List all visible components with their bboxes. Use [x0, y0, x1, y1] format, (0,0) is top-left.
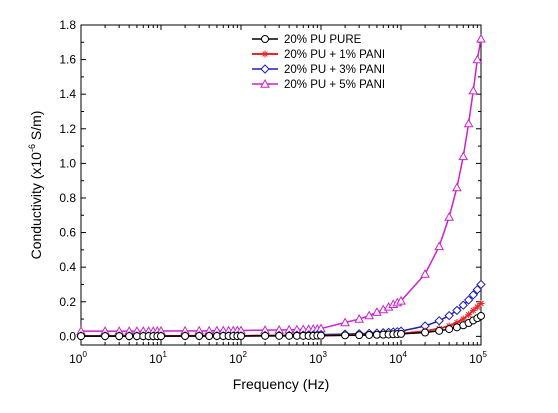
- data-point: [237, 332, 245, 341]
- y-tick-label: 1.0: [59, 156, 76, 170]
- y-tick-label: 0.0: [59, 329, 76, 343]
- data-point: [472, 54, 483, 64]
- data-point: [101, 332, 110, 341]
- data-point: [465, 311, 473, 319]
- data-point: [397, 329, 405, 338]
- x-tick-label: 101: [149, 350, 167, 366]
- data-point: [463, 295, 474, 305]
- x-tick-label: 105: [469, 350, 487, 366]
- data-point: [476, 33, 486, 43]
- data-point: [181, 332, 190, 341]
- y-tick-label: 0.8: [59, 191, 76, 205]
- data-point: [364, 310, 375, 320]
- legend-item: 20% PU + 5% PANI: [252, 78, 385, 91]
- data-point: [458, 300, 468, 310]
- data-point: [459, 315, 467, 323]
- y-tick-label: 1.8: [59, 18, 76, 32]
- legend-marker: [261, 35, 269, 43]
- data-point: [275, 331, 284, 340]
- y-tick-label: 0.2: [59, 295, 76, 309]
- data-point: [421, 328, 430, 337]
- data-point: [477, 299, 485, 307]
- x-tick-label: 102: [229, 350, 247, 366]
- legend-marker: [260, 78, 270, 88]
- data-point: [458, 151, 469, 161]
- data-point: [77, 332, 85, 341]
- data-point: [285, 331, 294, 340]
- legend-item: 20% PU + 1% PANI: [252, 49, 385, 61]
- legend-label: 20% PU + 1% PANI: [284, 49, 385, 61]
- axes-ticks: 0.0 0.2 0.4 0.6 0.8 1.0 1.2 1.4 1.6 1.8 100 101 102 1…: [59, 18, 487, 366]
- data-point: [452, 305, 462, 316]
- data-point: [434, 316, 444, 326]
- x-tick-label: 103: [309, 350, 327, 366]
- data-point: [157, 332, 165, 341]
- legend-label: 20% PU + 5% PANI: [284, 79, 385, 91]
- data-point: [317, 331, 325, 340]
- data-point: [463, 118, 474, 128]
- y-tick-label: 0.6: [59, 226, 76, 240]
- data-point: [472, 284, 483, 295]
- data-point: [340, 317, 350, 327]
- legend-marker: [261, 50, 269, 58]
- data-point: [452, 182, 462, 192]
- data-point: [205, 332, 214, 341]
- legend-marker: [260, 64, 270, 74]
- data-point: [468, 85, 479, 95]
- y-axis-title: Conductivity (x10-6 S/m): [27, 111, 44, 260]
- data-point: [473, 303, 481, 311]
- data-point: [355, 331, 364, 340]
- data-point: [469, 306, 477, 314]
- data-point: [444, 211, 455, 221]
- data-point: [444, 310, 454, 321]
- data-point: [420, 269, 430, 278]
- data-point: [396, 295, 406, 305]
- x-axis-title: Frequency (Hz): [233, 376, 329, 392]
- plot-frame: [80, 24, 482, 346]
- x-tick-label: 100: [69, 350, 87, 366]
- data-point: [341, 331, 350, 340]
- data-point: [434, 241, 445, 251]
- x-tick-label: 104: [389, 350, 407, 366]
- data-point: [365, 330, 374, 339]
- y-tick-label: 1.4: [59, 87, 76, 101]
- data-point: [125, 332, 134, 341]
- y-tick-label: 1.6: [59, 53, 76, 67]
- data-point: [115, 332, 124, 341]
- data-point: [445, 325, 454, 334]
- y-axis-title-exponent: -6: [27, 144, 37, 152]
- legend-item: 20% PU PURE: [252, 34, 362, 46]
- y-tick-label: 1.2: [59, 122, 76, 136]
- data-point: [372, 307, 382, 316]
- data-point: [195, 332, 204, 341]
- series-line: [81, 38, 482, 332]
- y-tick-label: 0.4: [59, 260, 76, 274]
- data-point: [453, 319, 461, 327]
- data-point: [468, 290, 478, 300]
- data-point: [354, 314, 365, 323]
- legend-label: 20% PU + 3% PANI: [284, 64, 385, 76]
- series-3: [76, 33, 486, 335]
- legend-item: 20% PU + 3% PANI: [252, 64, 385, 76]
- legend-label: 20% PU PURE: [284, 34, 362, 46]
- legend: 20% PU PURE 20% PU + 1% PANI 20% PU + 3% P…: [252, 34, 385, 91]
- series-0: [77, 311, 485, 341]
- data-point: [476, 279, 486, 290]
- data-point: [261, 331, 270, 340]
- series-layer: [76, 33, 486, 341]
- data-point: [435, 326, 444, 335]
- data-point: [477, 311, 485, 320]
